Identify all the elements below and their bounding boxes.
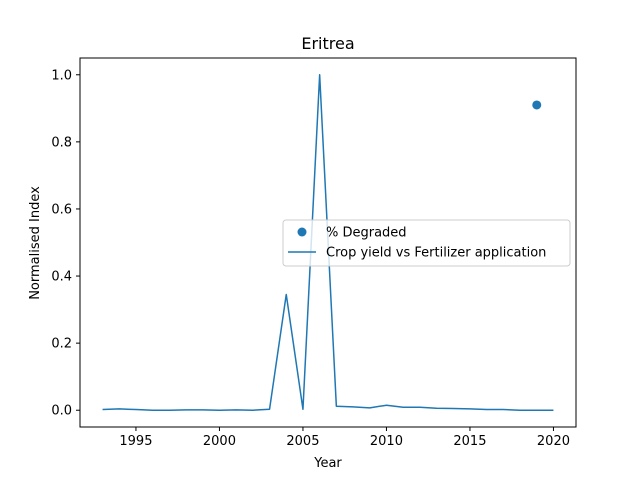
legend-marker-degraded (297, 227, 307, 237)
x-axis-ticks: 1995 2000 2005 2010 2015 2020 (119, 427, 570, 449)
chart-title: Eritrea (301, 34, 354, 53)
x-tick-label: 2020 (537, 434, 570, 449)
x-tick-label: 1995 (119, 434, 152, 449)
x-tick-label: 2015 (453, 434, 486, 449)
y-tick-label: 0.2 (51, 337, 72, 352)
y-tick-label: 0.8 (51, 135, 72, 150)
y-axis-ticks: 0.0 0.2 0.4 0.6 0.8 1.0 (51, 68, 80, 419)
legend-label-crop-yield: Crop yield vs Fertilizer application (326, 246, 546, 261)
legend-label-degraded: % Degraded (326, 226, 407, 241)
axes-frame (79, 57, 577, 428)
legend: % Degraded Crop yield vs Fertilizer appli… (282, 219, 571, 267)
x-tick-label: 2000 (203, 434, 236, 449)
x-axis-label: Year (313, 456, 342, 471)
x-tick-label: 2005 (286, 434, 319, 449)
y-tick-label: 1.0 (51, 68, 72, 83)
legend-box (282, 219, 571, 267)
scatter-point-degraded (532, 100, 542, 110)
y-tick-label: 0.4 (51, 270, 72, 285)
y-tick-label: 0.6 (51, 202, 72, 217)
y-tick-label: 0.0 (51, 404, 72, 419)
y-axis-label: Normalised Index (28, 186, 43, 300)
x-tick-label: 2010 (370, 434, 403, 449)
